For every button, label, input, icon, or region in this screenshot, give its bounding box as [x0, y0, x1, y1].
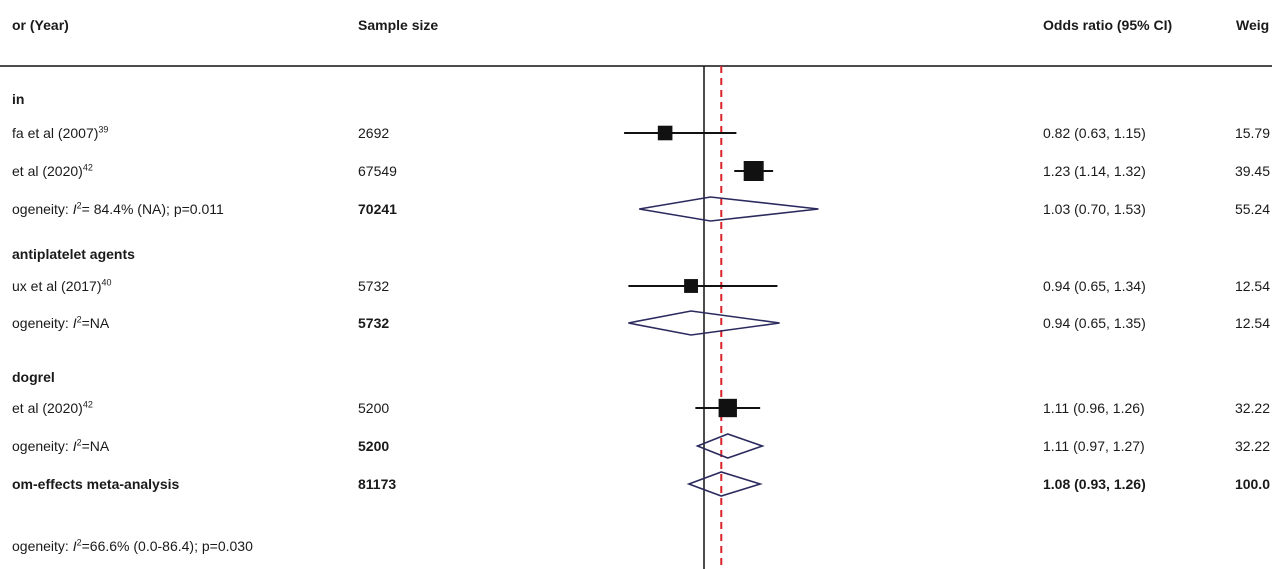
group-label: in	[12, 91, 25, 107]
study-name: fa et al (2007)	[12, 125, 99, 141]
header-study: or (Year)	[12, 17, 69, 33]
sample-size: 70241	[358, 201, 397, 217]
weight-value: 32.22	[1234, 438, 1270, 454]
study-name: et al (2020)	[12, 400, 83, 416]
ci-text: 1.03 (0.70, 1.53)	[1043, 201, 1146, 217]
study-label: et al (2020)42	[12, 400, 93, 416]
heterogeneity-rest: =NA	[81, 315, 110, 331]
ci-text: 1.11 (0.97, 1.27)	[1043, 438, 1145, 454]
sample-size: 67549	[358, 163, 397, 179]
study-marker	[743, 161, 764, 181]
study-label: ogeneity: I2= 84.4% (NA); p=0.011	[12, 201, 224, 217]
header-odds-ratio: Odds ratio (95% CI)	[1043, 17, 1173, 33]
group-label: antiplatelet agents	[12, 246, 135, 262]
study-name: ux et al (2017)	[12, 278, 102, 294]
heterogeneity-sup: 2	[76, 437, 82, 448]
ci-text: 0.82 (0.63, 1.15)	[1043, 125, 1146, 141]
study-marker	[718, 398, 737, 418]
weight-value: 12.54	[1234, 315, 1270, 331]
heterogeneity-prefix: ogeneity:	[12, 315, 73, 331]
subtotal-diamond	[628, 310, 780, 336]
ci-text: 1.11 (0.96, 1.26)	[1043, 400, 1145, 416]
study-label: et al (2020)42	[12, 163, 93, 179]
study-label: ux et al (2017)40	[12, 278, 112, 294]
study-label: om-effects meta-analysis	[12, 476, 180, 492]
study-label: ogeneity: I2=NA	[12, 315, 109, 331]
study-label: ogeneity: I2=NA	[12, 438, 109, 454]
heterogeneity-rest: = 84.4% (NA); p=0.011	[81, 201, 224, 217]
sample-size: 5200	[358, 400, 390, 416]
group-label: dogrel	[12, 369, 55, 385]
weight-value: 39.45	[1234, 163, 1270, 179]
subtotal-diamond	[695, 433, 765, 459]
sample-size: 81173	[358, 476, 397, 492]
overall-diamond	[686, 471, 763, 497]
heterogeneity-sup: 2	[76, 314, 82, 325]
overall-heterogeneity-stat: I	[72, 538, 77, 554]
heterogeneity-prefix: ogeneity:	[12, 438, 73, 454]
sample-size: 5732	[358, 278, 390, 294]
header-weight: Weig	[1236, 17, 1270, 33]
heterogeneity-rest: =NA	[81, 438, 110, 454]
study-marker	[657, 125, 673, 141]
study-reference: 39	[98, 124, 109, 135]
study-marker	[684, 279, 698, 293]
heterogeneity-stat: I	[72, 315, 77, 331]
overall-heterogeneity: ogeneity: I2=66.6% (0.0-86.4); p=0.030	[12, 538, 253, 554]
sample-size: 5200	[358, 438, 390, 454]
subtotal-diamond	[639, 196, 819, 222]
study-name: et al (2020)	[12, 163, 83, 179]
weight-value: 32.22	[1234, 400, 1270, 416]
sample-size: 5732	[358, 315, 390, 331]
heterogeneity-stat: I	[72, 201, 77, 217]
weight-value: 55.24	[1234, 201, 1270, 217]
weight-value: 15.79	[1234, 125, 1270, 141]
overall-heterogeneity-sup: 2	[76, 537, 82, 548]
study-label: fa et al (2007)39	[12, 125, 108, 141]
weight-value: 12.54	[1234, 278, 1270, 294]
overall-heterogeneity-prefix: ogeneity:	[12, 538, 73, 554]
study-reference: 42	[82, 399, 93, 410]
ci-text: 0.94 (0.65, 1.34)	[1043, 278, 1146, 294]
ci-text: 1.23 (1.14, 1.32)	[1043, 163, 1146, 179]
heterogeneity-sup: 2	[76, 200, 82, 211]
sample-size: 2692	[358, 125, 390, 141]
heterogeneity-stat: I	[72, 438, 77, 454]
ci-text: 1.08 (0.93, 1.26)	[1043, 476, 1146, 492]
ci-text: 0.94 (0.65, 1.35)	[1043, 315, 1146, 331]
study-reference: 42	[82, 162, 93, 173]
heterogeneity-prefix: ogeneity:	[12, 201, 73, 217]
overall-heterogeneity-rest: =66.6% (0.0-86.4); p=0.030	[81, 538, 253, 554]
weight-value: 100.0	[1234, 476, 1270, 492]
header-sample-size: Sample size	[358, 17, 439, 33]
study-reference: 40	[101, 277, 112, 288]
